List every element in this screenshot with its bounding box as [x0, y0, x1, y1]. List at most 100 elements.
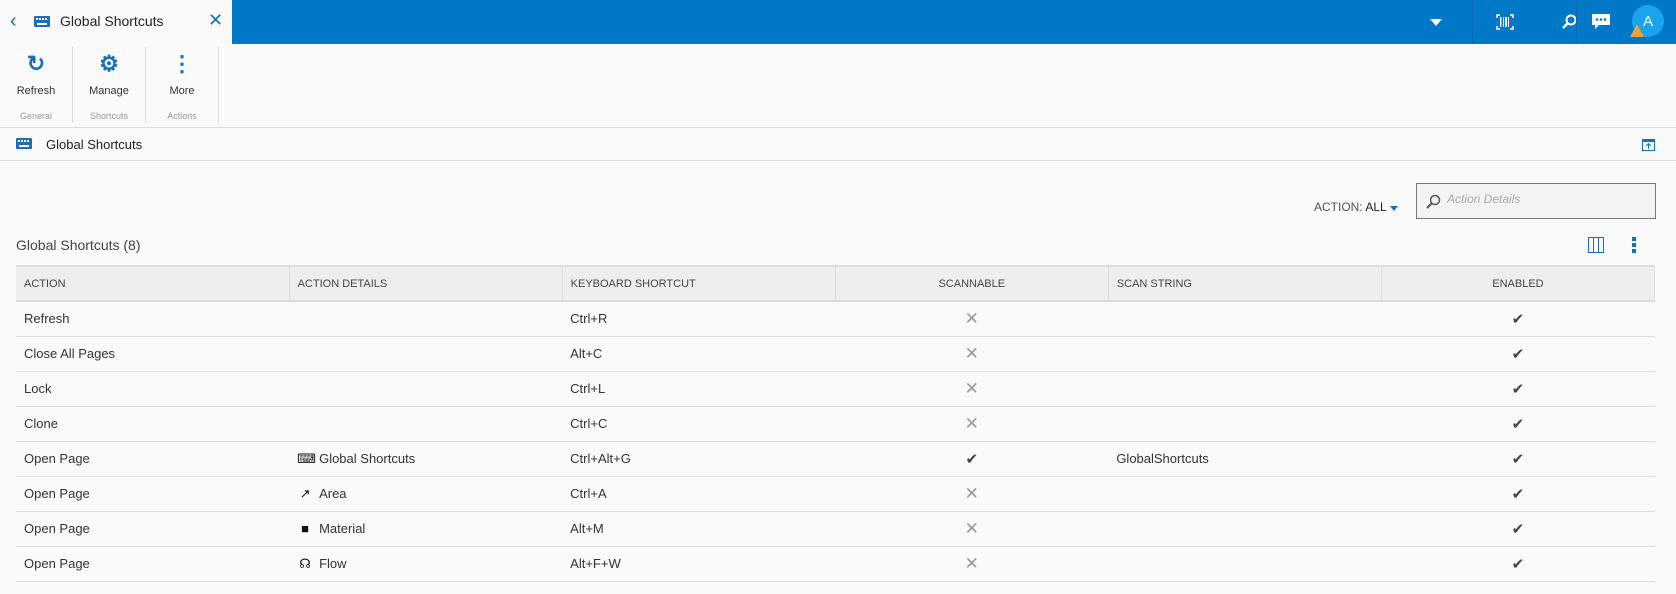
x-icon: ✕: [964, 308, 979, 328]
cell-scan-string: [1108, 336, 1382, 372]
check-icon: ✔: [1511, 555, 1525, 573]
table-row[interactable]: Close All Pages Alt+C ✕ ✔: [16, 336, 1655, 372]
action-details-text: Material: [319, 521, 366, 536]
cell-action: Refresh: [16, 301, 290, 337]
action-details-text: Flow: [319, 555, 347, 571]
cell-keyboard-shortcut: Alt+M: [562, 511, 836, 547]
table-row[interactable]: Open Page ⌨ Global Shortcuts Ctrl+Alt+G ✔…: [16, 441, 1655, 477]
action-filter[interactable]: ACTION: ALL: [1314, 200, 1398, 214]
cell-keyboard-shortcut: Ctrl+Alt+G: [562, 441, 836, 477]
group-label: Actions: [167, 111, 197, 121]
refresh-button[interactable]: ↻ Refresh: [16, 51, 56, 97]
cell-enabled: ✔: [1381, 511, 1655, 547]
x-icon: ✕: [964, 518, 979, 538]
column-header-keyboard-shortcut[interactable]: KEYBOARD SHORTCUT: [562, 265, 836, 302]
cell-action-details: ↗ Area: [289, 476, 563, 512]
filter-value: ALL: [1365, 200, 1387, 214]
columns-icon[interactable]: [1588, 237, 1604, 253]
table-row[interactable]: Open Page ☊ Flow Alt+F+W ✕ ✔: [16, 546, 1655, 582]
page-tab[interactable]: ‹ Global Shortcuts ✕: [0, 0, 232, 44]
ribbon-group-actions: ⋮ More Actions: [146, 47, 219, 123]
x-icon: ✕: [964, 343, 979, 363]
cell-keyboard-shortcut: Ctrl+C: [562, 406, 836, 442]
cell-action-details: [289, 301, 563, 337]
table-row[interactable]: Refresh Ctrl+R ✕ ✔: [16, 301, 1655, 337]
top-bar: ‹ Global Shortcuts ✕ A: [0, 0, 1676, 44]
cell-action-details: [289, 336, 563, 372]
x-icon: ✕: [964, 378, 979, 398]
cell-scan-string: [1108, 546, 1382, 582]
keyboard-icon: ⌨: [297, 450, 316, 466]
shortcuts-table: ACTION ACTION DETAILS KEYBOARD SHORTCUT …: [16, 265, 1656, 582]
gear-icon: ⚙: [99, 51, 119, 76]
dropdown-icon[interactable]: [1416, 0, 1456, 44]
cell-keyboard-shortcut: Alt+C: [562, 336, 836, 372]
section-header: Global Shortcuts: [0, 128, 1676, 161]
x-icon: ✕: [964, 483, 979, 503]
more-vertical-icon[interactable]: [1632, 237, 1636, 253]
action-details-text: Area: [319, 485, 347, 501]
close-icon[interactable]: ✕: [208, 10, 224, 30]
cell-action: Close All Pages: [16, 336, 290, 372]
back-icon[interactable]: ‹: [10, 10, 17, 32]
table-row[interactable]: Open Page ↗ Area Ctrl+A ✕ ✔: [16, 476, 1655, 512]
cell-scan-string: [1108, 371, 1382, 407]
square-icon: ■: [301, 521, 309, 536]
check-icon: ✔: [1511, 380, 1525, 398]
chevron-down-icon: [1389, 206, 1398, 211]
cell-keyboard-shortcut: Ctrl+R: [562, 301, 836, 337]
cell-action-details: [289, 406, 563, 442]
cell-scannable: ✕: [835, 336, 1109, 372]
check-icon: ✔: [965, 450, 979, 468]
cell-enabled: ✔: [1381, 476, 1655, 512]
cell-enabled: ✔: [1381, 301, 1655, 337]
table-row[interactable]: Lock Ctrl+L ✕ ✔: [16, 371, 1655, 407]
cell-action: Lock: [16, 371, 290, 407]
chat-icon[interactable]: [1577, 0, 1625, 44]
x-icon: ✕: [964, 413, 979, 433]
check-icon: ✔: [1511, 310, 1525, 328]
cell-action: Open Page: [16, 476, 290, 512]
cell-action-details: ☊ Flow: [289, 546, 563, 582]
check-icon: ✔: [1511, 520, 1525, 538]
column-header-enabled[interactable]: ENABLED: [1381, 265, 1656, 302]
table-row[interactable]: Open Page ■ Material Alt+M ✕ ✔: [16, 511, 1655, 547]
cell-action: Open Page: [16, 511, 290, 547]
header-bar: [232, 0, 1676, 44]
column-header-scannable[interactable]: SCANNABLE: [835, 265, 1109, 302]
refresh-icon: ↻: [26, 51, 46, 76]
cell-action-details: ■ Material: [289, 511, 563, 547]
cell-action: Clone: [16, 406, 290, 442]
ribbon: ↻ Refresh General ⚙ Manage Shortcuts ⋮ More…: [0, 44, 1676, 128]
search-input[interactable]: [1447, 192, 1647, 206]
search-icon[interactable]: [1537, 0, 1601, 44]
search-icon: [1426, 194, 1441, 209]
group-label: Shortcuts: [89, 111, 129, 121]
grid-title: Global Shortcuts (8): [16, 237, 141, 253]
check-icon: ✔: [1511, 450, 1525, 468]
column-header-action-details[interactable]: ACTION DETAILS: [289, 265, 563, 302]
ribbon-group-shortcuts: ⚙ Manage Shortcuts: [73, 47, 146, 123]
cell-scannable: ✕: [835, 476, 1109, 512]
tab-title: Global Shortcuts: [60, 13, 164, 29]
cell-scannable: ✔: [835, 441, 1109, 477]
manage-button[interactable]: ⚙ Manage: [89, 51, 129, 97]
ribbon-group-general: ↻ Refresh General: [0, 47, 73, 123]
group-label: General: [19, 111, 53, 121]
cell-scan-string: [1108, 301, 1382, 337]
check-icon: ✔: [1511, 345, 1525, 363]
cell-enabled: ✔: [1381, 546, 1655, 582]
table-row[interactable]: Clone Ctrl+C ✕ ✔: [16, 406, 1655, 442]
cell-scannable: ✕: [835, 371, 1109, 407]
column-header-scan-string[interactable]: SCAN STRING: [1108, 265, 1382, 302]
action-details-text: Global Shortcuts: [319, 450, 416, 466]
cell-action-details: ⌨ Global Shortcuts: [289, 441, 563, 477]
warning-icon: [1630, 24, 1644, 37]
more-button[interactable]: ⋮ More: [169, 51, 195, 97]
check-icon: ✔: [1511, 415, 1525, 433]
barcode-icon[interactable]: [1473, 0, 1537, 44]
external-link-icon: ↗: [299, 485, 311, 501]
search-box[interactable]: [1416, 183, 1656, 219]
column-header-action[interactable]: ACTION: [16, 265, 290, 302]
collapse-panel-icon[interactable]: [1642, 139, 1655, 151]
